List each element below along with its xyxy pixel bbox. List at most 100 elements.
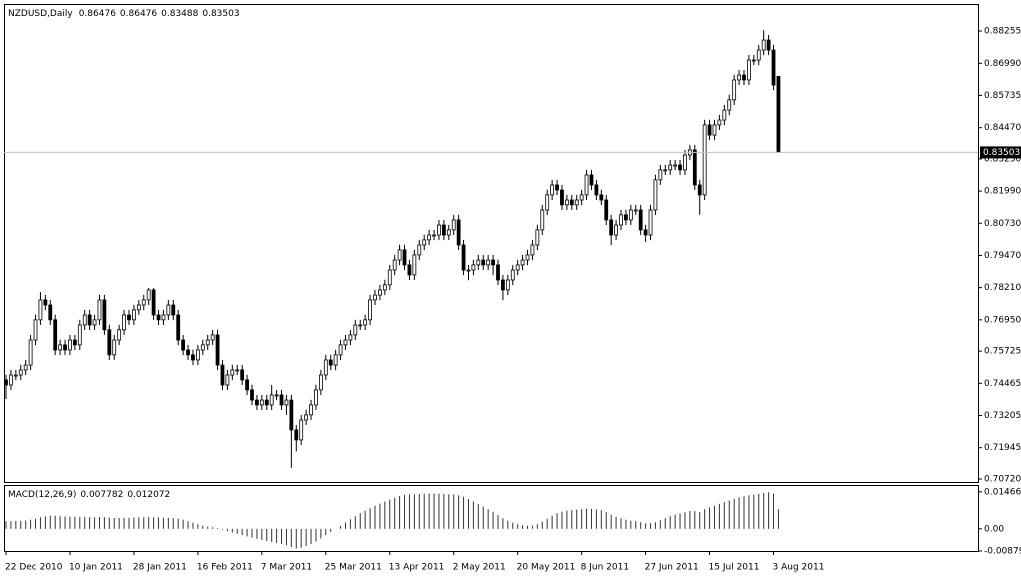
candle-body — [466, 269, 471, 272]
candle-body — [195, 349, 200, 361]
candle-body — [87, 314, 92, 326]
candle-body — [269, 394, 274, 406]
candle-body — [309, 404, 313, 416]
x-tick-label: 13 Apr 2011 — [389, 563, 445, 573]
candle-body — [63, 344, 67, 351]
x-tick-label: 15 Jul 2011 — [709, 563, 760, 573]
y-tick-label: 0.88255 — [984, 27, 1021, 37]
candle-body — [407, 264, 412, 276]
x-tick-label: 10 Jan 2011 — [69, 563, 123, 573]
macd-header: MACD(12,26,9) 0.007782 0.012072 — [8, 490, 170, 500]
candle-body — [284, 399, 289, 406]
y-tick-label: 0.81990 — [984, 187, 1021, 197]
candle-body — [584, 174, 589, 196]
candle-body — [181, 339, 186, 351]
candle-body — [156, 314, 161, 321]
candle-body — [314, 389, 318, 406]
candle-body — [43, 299, 48, 306]
x-tick-label: 7 Mar 2011 — [261, 563, 312, 573]
candle-body — [387, 269, 392, 286]
candle-body — [240, 369, 245, 381]
candle-body — [97, 299, 102, 321]
candle-body — [530, 244, 535, 256]
candle-body — [564, 199, 569, 206]
candle-body — [373, 294, 377, 301]
candle-body — [451, 219, 456, 231]
candle-body — [304, 414, 309, 421]
y-tick-label: 0.79470 — [984, 251, 1021, 261]
candle-body — [722, 109, 727, 121]
candle-body — [510, 269, 515, 281]
candle-body — [624, 214, 628, 221]
candle-body — [92, 319, 97, 326]
candle-body — [525, 254, 530, 261]
y-tick-label: 0.00 — [984, 524, 1004, 534]
candle-body — [422, 239, 427, 246]
y-tick-label: 0.84470 — [984, 123, 1021, 133]
header-open: 0.86476 — [79, 9, 116, 19]
symbol: NZDUSD,Daily — [8, 9, 73, 19]
candle-body — [107, 329, 112, 356]
candle-body — [279, 394, 284, 406]
candle-body — [210, 334, 215, 341]
candle-body — [653, 179, 658, 211]
candle-body — [446, 229, 451, 236]
price-header: NZDUSD,Daily 0.86476 0.86476 0.83488 0.83503 — [8, 9, 240, 19]
candle-body — [712, 124, 717, 136]
candle-body — [668, 164, 673, 171]
candle-body — [127, 314, 131, 321]
candle-body — [594, 184, 599, 196]
candle-body — [141, 299, 146, 306]
candle-body — [481, 259, 486, 266]
candle-body — [614, 224, 618, 236]
macd-panel — [4, 485, 979, 552]
candle-body — [146, 289, 151, 301]
y-tick-label: 0.83250 — [984, 154, 1021, 164]
candle-body — [382, 284, 387, 291]
candle-body — [491, 259, 495, 266]
candle-body — [13, 374, 18, 377]
candle-body — [776, 76, 781, 153]
candle-body — [82, 314, 87, 326]
candle-body — [136, 304, 141, 311]
candle-body — [604, 199, 609, 221]
candle-body — [599, 194, 604, 201]
candle-body — [771, 49, 776, 86]
candle-body — [766, 39, 771, 51]
candle-body — [220, 364, 225, 386]
candle-body — [122, 314, 126, 331]
candle-body — [515, 264, 520, 271]
candle-body — [348, 334, 353, 341]
candle-body — [68, 339, 72, 351]
candle-body — [48, 304, 53, 321]
candle-body — [550, 184, 555, 196]
candle-body — [18, 369, 23, 376]
candle-body — [225, 374, 230, 386]
x-tick-label: 22 Dec 2010 — [5, 563, 63, 573]
y-tick-label: 0.85735 — [984, 91, 1021, 101]
candle-body — [132, 309, 136, 321]
y-tick-label: 0.74465 — [984, 379, 1021, 389]
candle-body — [717, 119, 722, 126]
candle-body — [761, 39, 766, 51]
candle-body — [299, 419, 304, 441]
candle-body — [678, 164, 682, 171]
candle-body — [191, 354, 195, 361]
candle-body — [58, 344, 63, 351]
candle-body — [417, 244, 422, 256]
candle-body — [235, 369, 240, 372]
y-tick-label: 0.014668 — [984, 487, 1021, 497]
x-tick-label: 28 Jan 2011 — [133, 563, 187, 573]
candle-body — [756, 49, 761, 61]
candle-body — [579, 194, 584, 201]
macd-signal: 0.012072 — [127, 490, 170, 500]
candle-body — [560, 189, 564, 206]
candle-body — [520, 259, 525, 266]
candle-body — [363, 319, 368, 326]
candle-body — [456, 219, 461, 246]
last-price-label: 0.83503 — [983, 148, 1020, 158]
candle-body — [23, 364, 28, 371]
header-close: 0.83503 — [202, 9, 239, 19]
candle-body — [358, 324, 363, 327]
candle-body — [545, 194, 550, 211]
